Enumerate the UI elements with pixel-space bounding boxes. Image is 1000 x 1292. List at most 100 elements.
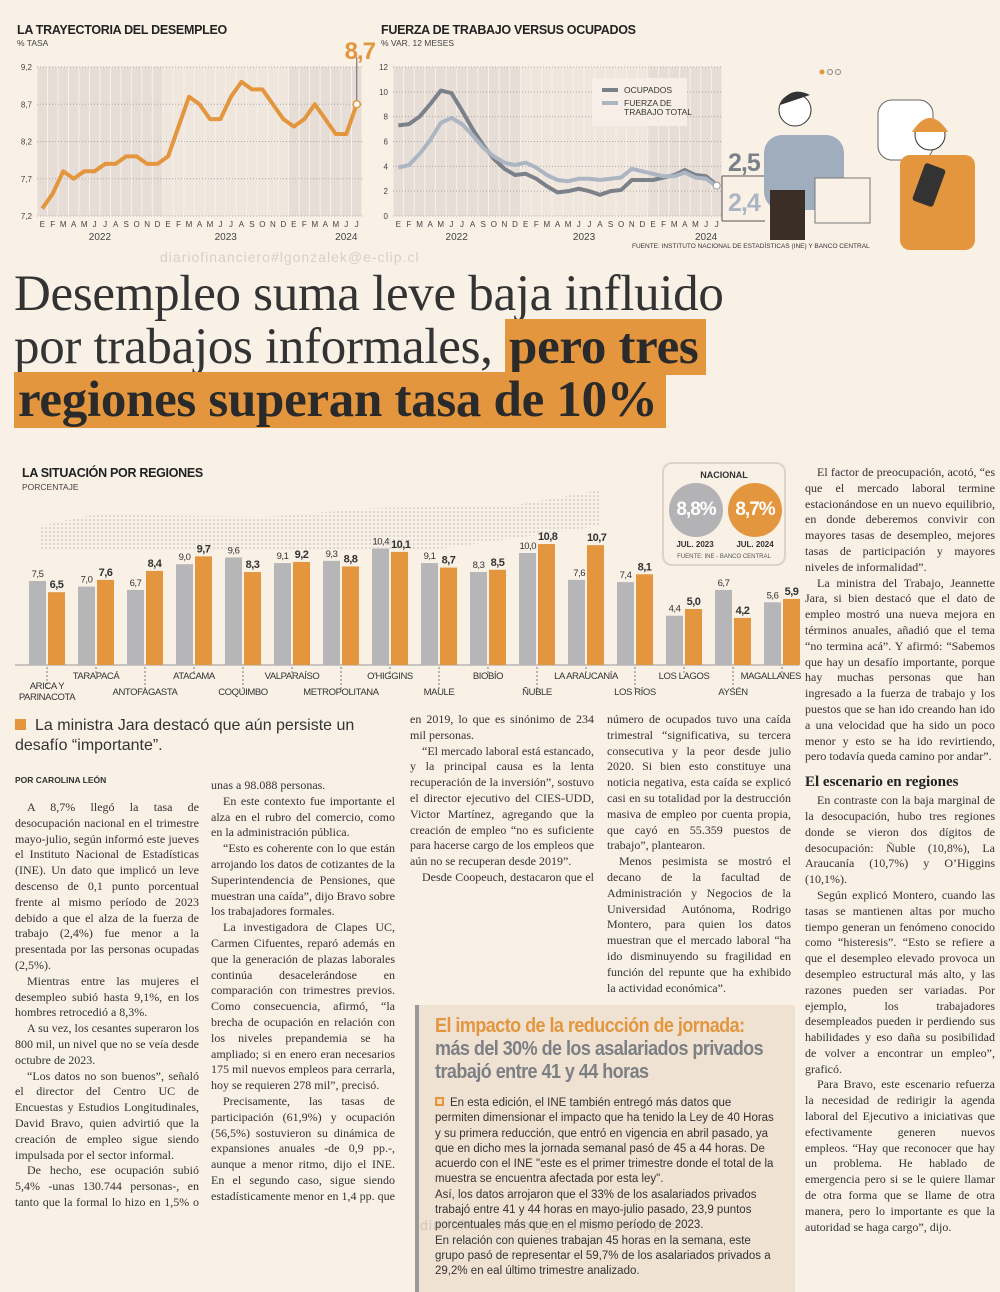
month-tick-label: E [40,220,45,229]
bar-value-label: 7,6 [573,568,585,579]
bar-value-label: 9,1 [277,551,289,562]
month-tick-label: J [103,220,107,229]
bar-value-label: 6,5 [50,579,64,591]
y-tick-label: 8,7 [21,100,33,109]
bar-value-label: 7,5 [32,569,44,580]
month-tick-label: O [133,220,139,229]
bar-value-label: 7,4 [620,570,632,581]
national-rate-box: NACIONAL 8,8% 8,7% JUL. 2023 JUL. 2024 F… [662,462,786,566]
region-label: LOS RÍOS [614,687,656,698]
bar-value-label: 10,0 [520,541,537,552]
y-tick-label: 7,7 [21,175,33,184]
region-label: ATACAMA [173,671,216,682]
bar-value-label: 10,7 [587,532,607,544]
bar-2023 [764,602,781,665]
pull-quote-text: La ministra Jara destacó que aún persist… [15,717,354,754]
national-title: NACIONAL [664,470,784,480]
month-tick-label: M [416,220,423,229]
grid-column [100,67,109,216]
month-tick-label: J [449,220,453,229]
workers-illustration [750,60,1000,250]
subhead-regiones: El escenario en regiones [805,773,995,791]
paragraph: A su vez, los cesantes superaron los 800… [15,1021,199,1068]
month-tick-label: D [155,220,161,229]
month-tick-label: A [682,220,688,229]
paragraph-start: Precisamente, las tasas de participación… [211,1094,395,1205]
grid-column [394,67,404,216]
year-label: 2022 [89,232,112,243]
paragraph: “Los datos no son buenos”, señaló el dir… [15,1069,199,1164]
grid-column [531,67,541,216]
region-label-line: ARICA Y [30,681,66,692]
bar-value-label: 5,0 [687,596,701,608]
byline: POR CAROLINA LEÓN [15,775,199,786]
paragraph: En este contexto fue importante el alza … [211,794,395,841]
bar-value-label: 9,7 [197,543,211,555]
national-2023-label: JUL. 2023 [664,540,726,549]
grid-column [447,67,457,216]
region-label: AYSÉN [718,687,748,698]
y-tick-label: 8 [384,113,389,122]
month-tick-label: A [427,220,433,229]
month-tick-label: O [618,220,624,229]
month-tick-label: D [280,220,286,229]
year-label: 2023 [215,232,238,243]
paragraph: Menos pesimista se mostró el decano de l… [607,854,791,996]
grid-column [310,67,319,216]
square-bullet-icon [435,1097,444,1106]
month-tick-label: M [544,220,551,229]
y-tick-label: 8,2 [21,138,33,147]
y-tick-label: 6 [384,138,389,147]
national-source: FUENTE: INE - BANCO CENTRAL [664,554,784,560]
article-column-3: en 2019, lo que es sinónimo de 234 mil p… [410,712,594,886]
bar-2024 [587,545,604,665]
month-tick-label: M [311,220,318,229]
grid-column [79,67,88,216]
article-column-4: número de ocupados tuvo una caída trimes… [607,712,791,996]
region-label: MAULE [424,687,455,698]
bar-2024 [293,562,310,665]
bar-2024 [342,566,359,665]
grid-column [510,67,520,216]
paragraph: En relación con quienes trabajan 45 hora… [435,1234,779,1280]
paragraph-continued: en 2019, lo que es sinónimo de 234 mil p… [410,712,594,744]
bar-2024 [685,609,702,665]
y-tick-label: 9,2 [21,63,33,72]
month-tick-label: D [512,220,518,229]
grid-column [121,67,130,216]
paragraph: A 8,7% llegó la tasa de desocupación nac… [15,800,199,974]
month-tick-label: J [355,220,359,229]
grid-column [489,67,499,216]
paragraph: “Esto es coherente con lo que están arro… [211,841,395,920]
region-label: O'HIGGINS [367,671,413,682]
national-2024-label: JUL. 2024 [724,540,786,549]
month-tick-label: J [577,220,581,229]
region-label: VALPARAÍSO [265,671,320,682]
bar-value-label: 9,1 [424,551,436,562]
year-label: 2024 [335,232,358,243]
bar-2023 [372,549,389,665]
bar-value-label: 9,3 [326,549,338,560]
article-column-1: POR CAROLINA LEÓN A 8,7% llegó la tasa d… [15,775,199,1211]
month-tick-label: J [460,220,464,229]
month-tick-label: E [523,220,528,229]
month-tick-label: A [239,220,245,229]
grid-column [415,67,425,216]
bar-2023 [176,564,193,665]
region-label: LA ARAUCANÍA [554,671,619,682]
month-tick-label: A [323,220,329,229]
bar-2023 [470,572,487,665]
bar-value-label: 6,7 [130,578,142,589]
paragraph: “El mercado laboral está estancado, y la… [410,744,594,870]
month-tick-label: O [259,220,265,229]
month-tick-label: J [218,220,222,229]
month-tick-label: F [302,220,307,229]
month-tick-label: A [113,220,119,229]
bar-value-label: 10,4 [373,537,390,548]
bar-2023 [225,557,242,665]
bar-2024 [440,568,457,665]
paragraph-continued: número de ocupados tuvo una caída trimes… [607,712,791,854]
bar-2023 [617,582,634,665]
